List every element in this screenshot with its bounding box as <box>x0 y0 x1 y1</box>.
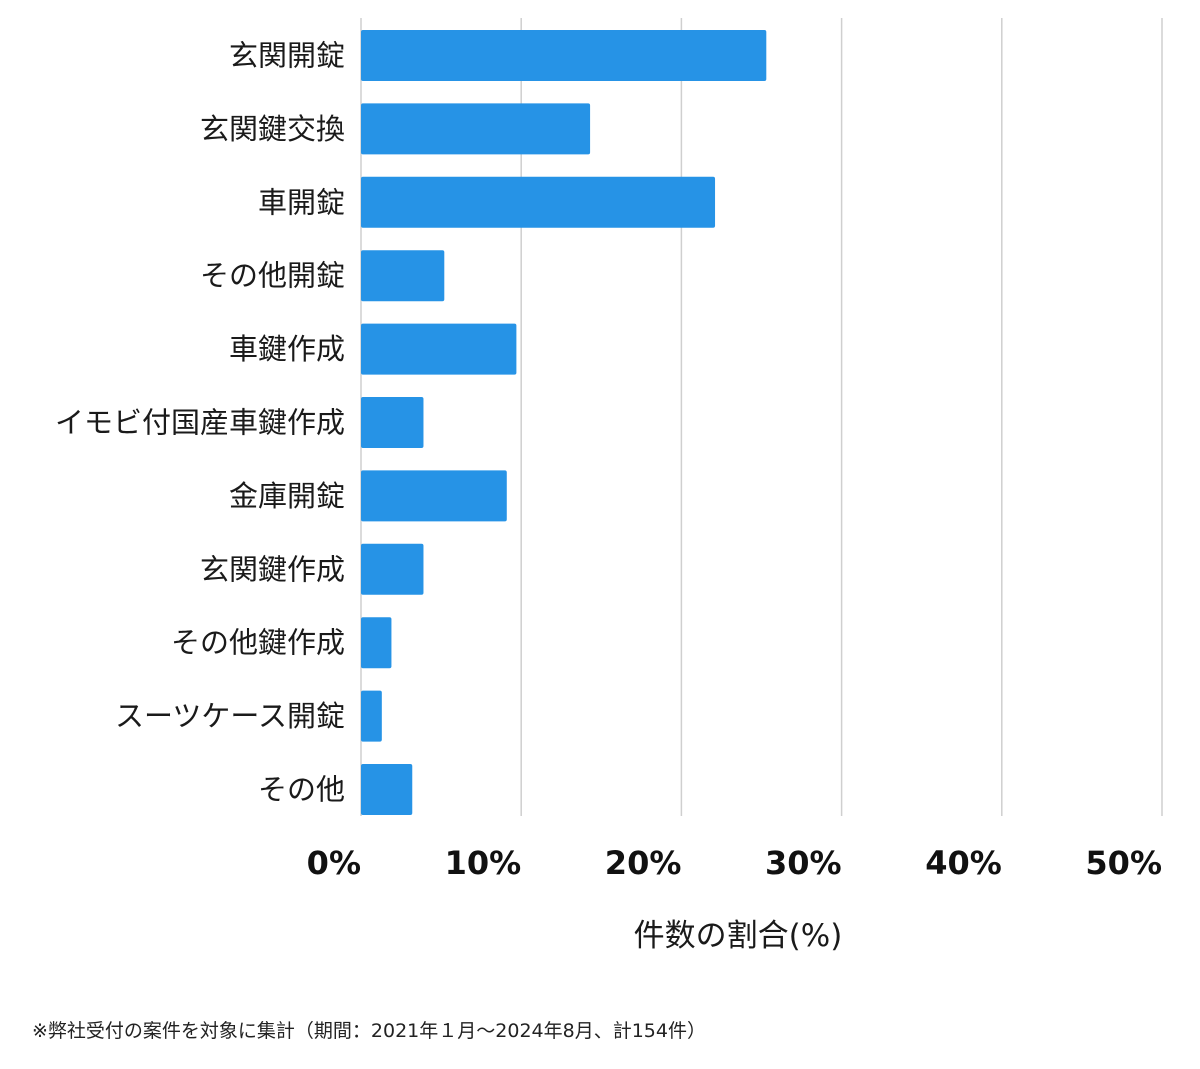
category-label: 金庫開錠 <box>229 479 345 513</box>
x-tick-labels: 0% 10% 20% 30% 40% 50% <box>307 844 1162 882</box>
bar <box>361 30 767 81</box>
bar <box>361 176 716 228</box>
category-label: その他 <box>258 773 345 807</box>
bar <box>361 543 424 595</box>
category-label: 玄関開錠 <box>229 39 345 73</box>
x-tick-label: 50% <box>1085 844 1162 882</box>
category-labels: 玄関開錠玄関鍵交換車開錠その他開錠車鍵作成イモビ付国産車鍵作成金庫開錠玄関鍵作成… <box>55 39 345 807</box>
x-tick-label: 40% <box>925 844 1002 882</box>
x-tick-label: 10% <box>445 844 522 882</box>
bar <box>361 103 591 155</box>
x-tick-label: 20% <box>605 844 682 882</box>
bars <box>361 30 767 815</box>
x-tick-label: 0% <box>307 844 361 882</box>
x-tick-label: 30% <box>765 844 842 882</box>
bar <box>361 690 382 742</box>
bar <box>361 323 517 375</box>
bar <box>361 250 445 302</box>
bar <box>361 764 413 815</box>
x-axis-title: 件数の割合(%) <box>634 918 843 954</box>
category-label: 玄関鍵作成 <box>200 552 345 586</box>
category-label: スーツケース開錠 <box>115 699 345 733</box>
bar <box>361 617 392 669</box>
category-label: その他開錠 <box>200 259 345 293</box>
category-label: 車鍵作成 <box>229 332 345 366</box>
category-label: イモビ付国産車鍵作成 <box>55 406 345 440</box>
footnote: ※弊社受付の案件を対象に集計（期間：2021年１月〜2024年8月、計154件） <box>32 1020 706 1042</box>
bar <box>361 470 507 522</box>
category-label: 車開錠 <box>258 185 345 219</box>
bar-chart: 玄関開錠玄関鍵交換車開錠その他開錠車鍵作成イモビ付国産車鍵作成金庫開錠玄関鍵作成… <box>55 18 1163 954</box>
category-label: その他鍵作成 <box>171 626 345 660</box>
category-label: 玄関鍵交換 <box>200 112 345 146</box>
bar <box>361 397 424 448</box>
